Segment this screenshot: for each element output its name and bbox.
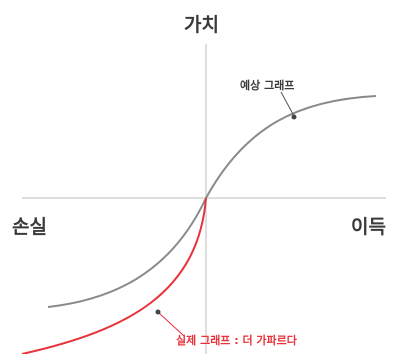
x-axis-right-title: 이득 [351, 216, 386, 238]
y-axis-title: 가치 [184, 14, 219, 36]
x-axis-left-title: 손실 [12, 216, 47, 238]
expected-leader-line [280, 91, 295, 117]
actual-marker-dot [155, 309, 161, 315]
expected-curve [47, 95, 377, 308]
actual-curve [21, 197, 207, 354]
actual-curve-label: 실제 그래프 : 더 가파르다 [176, 334, 297, 347]
expected-marker-dot [291, 114, 297, 120]
actual-leader-line [158, 312, 185, 337]
expected-curve-label: 예상 그래프 [240, 79, 295, 92]
